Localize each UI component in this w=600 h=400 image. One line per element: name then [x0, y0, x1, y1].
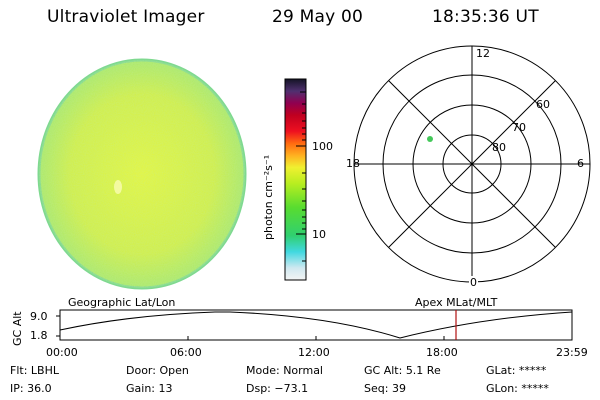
status-dsp-label: Dsp:	[246, 382, 271, 395]
lat-label-60: 60	[536, 98, 550, 111]
colorbar-tick-100: 100	[312, 140, 333, 153]
timeline-xtick-0000: 00:00	[46, 346, 78, 359]
lat-label-80: 80	[492, 141, 506, 154]
status-gain-value: 13	[158, 382, 173, 395]
status-glat-label: GLat:	[486, 364, 516, 377]
timeline-ytick-9: 9.0	[30, 310, 48, 323]
status-seq-label: Seq:	[364, 382, 389, 395]
colorbar-tick-10: 10	[312, 228, 326, 241]
colorbar-ticks	[296, 91, 306, 262]
status-dsp: Dsp: −73.1	[246, 382, 308, 395]
timeline-left-title: Geographic Lat/Lon	[68, 296, 176, 309]
status-glat: GLat: *****	[486, 364, 546, 377]
status-mode: Mode: Normal	[246, 364, 323, 377]
altitude-timeline	[56, 309, 573, 341]
status-door: Door: Open	[126, 364, 189, 377]
colorbar-unit-label: photon cm⁻²s⁻¹	[262, 154, 275, 240]
status-door-label: Door:	[126, 364, 156, 377]
status-glon: GLon: *****	[486, 382, 549, 395]
timeline-xtick-1800: 18:00	[426, 346, 458, 359]
uv-image-disk	[37, 58, 247, 290]
status-ip: IP: 36.0	[10, 382, 52, 395]
status-dsp-value: −73.1	[274, 382, 309, 395]
time-label: 18:35:36 UT	[432, 7, 539, 27]
status-mode-label: Mode:	[246, 364, 280, 377]
status-gain: Gain: 13	[126, 382, 173, 395]
mlt-label-12: 12	[476, 47, 490, 60]
status-glon-value: *****	[521, 382, 549, 395]
status-flt: Flt: LBHL	[10, 364, 59, 377]
lat-label-70: 70	[512, 121, 526, 134]
timeline-xtick-2359: 23:59	[556, 346, 588, 359]
status-seq-value: 39	[391, 382, 406, 395]
timeline-xtick-0600: 06:00	[170, 346, 202, 359]
status-glon-label: GLon:	[486, 382, 518, 395]
status-door-value: Open	[159, 364, 189, 377]
status-ip-value: 36.0	[27, 382, 52, 395]
polar-data-point	[427, 136, 433, 142]
status-mode-value: Normal	[283, 364, 323, 377]
timeline-right-title: Apex MLat/MLT	[415, 296, 498, 309]
status-glat-value: *****	[518, 364, 547, 377]
mlt-label-0: 0	[469, 276, 478, 289]
timeline-ytick-1-8: 1.8	[30, 329, 48, 342]
date-label: 29 May 00	[272, 7, 364, 27]
timeline-xtick-1200: 12:00	[298, 346, 330, 359]
status-gc-alt-value: 5.1 Re	[405, 364, 441, 377]
status-flt-value: LBHL	[30, 364, 59, 377]
colorbar	[284, 78, 307, 281]
status-ip-label: IP:	[10, 382, 24, 395]
polar-grid	[353, 45, 591, 283]
status-gc-alt-label: GC Alt:	[364, 364, 403, 377]
status-seq: Seq: 39	[364, 382, 406, 395]
mlt-label-18: 18	[346, 157, 360, 170]
timeline-ylabel: GC Alt	[11, 311, 24, 346]
status-gain-label: Gain:	[126, 382, 155, 395]
status-flt-label: Flt:	[10, 364, 28, 377]
mlt-label-6: 6	[577, 157, 584, 170]
instrument-title: Ultraviolet Imager	[47, 7, 205, 27]
status-gc-alt: GC Alt: 5.1 Re	[364, 364, 441, 377]
